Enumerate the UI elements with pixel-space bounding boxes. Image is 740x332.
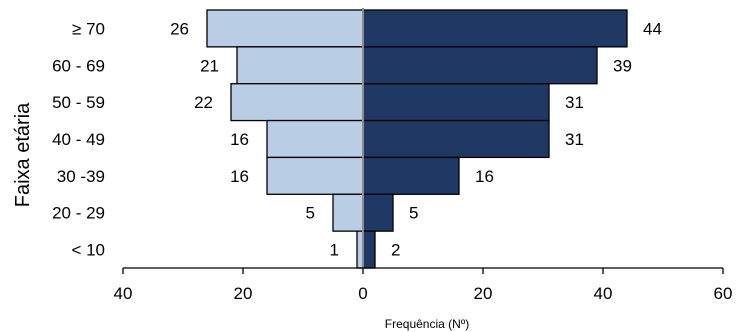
x-axis-title: Frequência (Nº) xyxy=(385,317,469,331)
x-tick-label-3: 20 xyxy=(474,284,493,303)
bar-left-0 xyxy=(206,9,364,48)
bars-layer xyxy=(206,9,628,269)
y-tick-label-3: 40 - 49 xyxy=(52,130,105,149)
bar-right-0 xyxy=(362,9,628,48)
y-tick-label-0: ≥ 70 xyxy=(72,19,105,38)
bar-right-3 xyxy=(362,119,550,159)
data-label-right-3: 31 xyxy=(565,130,584,149)
y-tick-label-5: 20 - 29 xyxy=(52,204,105,223)
data-label-left-3: 16 xyxy=(230,130,249,149)
bar-right-1 xyxy=(362,46,598,85)
data-label-right-5: 5 xyxy=(409,204,418,223)
bar-right-2 xyxy=(362,83,550,122)
y-tick-label-4: 30 -39 xyxy=(57,167,105,186)
y-tick-label-6: < 10 xyxy=(71,241,105,260)
data-label-left-1: 21 xyxy=(200,56,219,75)
bar-left-2 xyxy=(230,83,364,122)
bar-left-1 xyxy=(236,46,364,85)
data-label-left-2: 22 xyxy=(194,93,213,112)
data-label-right-2: 31 xyxy=(565,93,584,112)
x-tick-label-5: 60 xyxy=(714,284,733,303)
data-label-left-4: 16 xyxy=(230,167,249,186)
bar-right-5 xyxy=(362,193,394,232)
data-label-right-6: 2 xyxy=(391,241,400,260)
data-label-right-0: 44 xyxy=(643,19,662,38)
data-label-left-5: 5 xyxy=(306,204,315,223)
bar-left-3 xyxy=(266,119,364,159)
data-label-right-4: 16 xyxy=(475,167,494,186)
bar-left-5 xyxy=(332,193,364,232)
bar-left-4 xyxy=(266,156,364,195)
y-tick-label-1: 60 - 69 xyxy=(52,56,105,75)
x-tick-label-2: 0 xyxy=(358,284,367,303)
y-axis-title: Faixa etária xyxy=(12,102,34,207)
bar-right-6 xyxy=(362,230,376,269)
y-tick-label-2: 50 - 59 xyxy=(52,93,105,112)
x-tick-label-4: 40 xyxy=(594,284,613,303)
x-tick-label-0: 40 xyxy=(114,284,133,303)
data-label-left-0: 26 xyxy=(170,19,189,38)
x-axis: 40 20 0 20 40 60 xyxy=(114,267,733,303)
bar-right-4 xyxy=(362,156,460,195)
data-label-right-1: 39 xyxy=(613,56,632,75)
x-tick-label-1: 20 xyxy=(234,284,253,303)
data-label-left-6: 1 xyxy=(330,241,339,260)
